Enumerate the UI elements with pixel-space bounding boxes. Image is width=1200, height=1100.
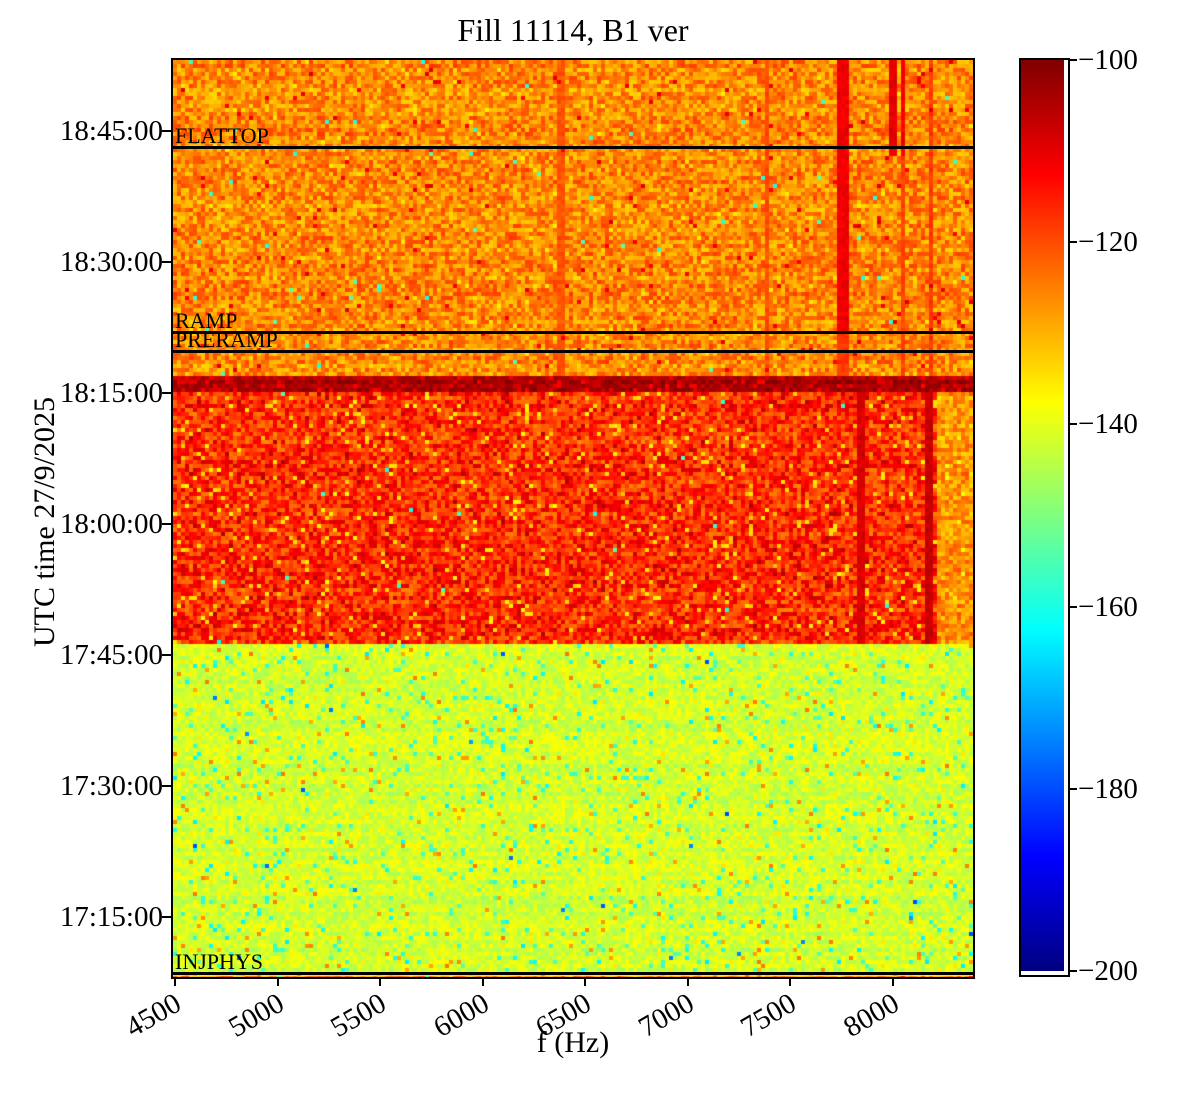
- x-tick-mark: [174, 977, 177, 986]
- colorbar-tick-mark: [1068, 59, 1077, 61]
- colorbar-tick-mark: [1068, 970, 1077, 972]
- beam-mode-line-flattop: [173, 146, 973, 150]
- beam-mode-line-ramp: [173, 331, 973, 335]
- colorbar-tick-mark: [1068, 605, 1077, 608]
- colorbar-tick-mark: [1068, 423, 1077, 426]
- spectrogram-heatmap: [173, 60, 973, 977]
- x-tick-mark: [584, 977, 587, 986]
- x-tick-label: 8000: [838, 987, 905, 1044]
- y-tick-label: 18:45:00: [59, 115, 163, 148]
- y-tick-label: 18:00:00: [59, 508, 163, 541]
- colorbar-tick-label: −160: [1078, 590, 1138, 623]
- colorbar-tick-label: −100: [1078, 44, 1138, 76]
- colorbar-tick-label: −180: [1078, 772, 1138, 805]
- y-tick-label: 18:15:00: [59, 377, 163, 410]
- colorbar-border: [1019, 58, 1070, 977]
- colorbar-tick-label: −120: [1078, 226, 1138, 259]
- colorbar-tick-label: −140: [1078, 408, 1138, 441]
- x-tick-label: 5000: [222, 987, 290, 1044]
- colorbar-tick-label: −200: [1078, 955, 1138, 987]
- y-tick-label: 17:45:00: [59, 639, 163, 672]
- beam-mode-label-injphys: INJPHYS: [175, 948, 264, 974]
- y-tick-mark: [162, 130, 171, 133]
- x-tick-label: 5500: [325, 987, 392, 1044]
- x-tick-mark: [276, 977, 279, 986]
- x-tick-mark: [686, 977, 689, 986]
- colorbar-gradient: [1021, 60, 1064, 971]
- x-tick-mark: [892, 977, 894, 986]
- y-tick-mark: [162, 261, 171, 264]
- beam-mode-label-ramp: RAMP: [175, 307, 238, 333]
- chart-title: Fill 11114, B1 ver: [457, 12, 689, 48]
- x-tick-mark: [379, 977, 382, 986]
- x-tick-label: 7000: [633, 987, 700, 1044]
- y-tick-mark: [162, 392, 171, 395]
- colorbar-tick-mark: [1068, 241, 1077, 244]
- x-tick-label: 7500: [735, 987, 802, 1044]
- y-tick-label: 17:30:00: [59, 770, 163, 803]
- beam-mode-label-flattop: FLATTOP: [175, 122, 269, 148]
- y-tick-mark: [162, 523, 171, 526]
- y-tick-mark: [162, 916, 171, 919]
- x-tick-label: 4500: [120, 987, 187, 1044]
- colorbar-tick-mark: [1068, 787, 1077, 790]
- y-tick-label: 18:30:00: [59, 246, 163, 279]
- x-axis-label: f (Hz): [536, 1026, 610, 1059]
- beam-mode-line-preramp: [173, 350, 973, 354]
- y-tick-mark: [162, 785, 171, 788]
- y-tick-mark: [162, 654, 171, 657]
- beam-mode-line-injphys: [173, 972, 973, 976]
- beam-mode-label-preramp: PRERAMP: [175, 326, 278, 352]
- x-tick-mark: [789, 977, 792, 986]
- plot-axes-border: [171, 58, 975, 979]
- y-tick-label: 17:15:00: [59, 901, 163, 934]
- x-tick-label: 6000: [428, 987, 495, 1044]
- x-tick-mark: [481, 977, 484, 986]
